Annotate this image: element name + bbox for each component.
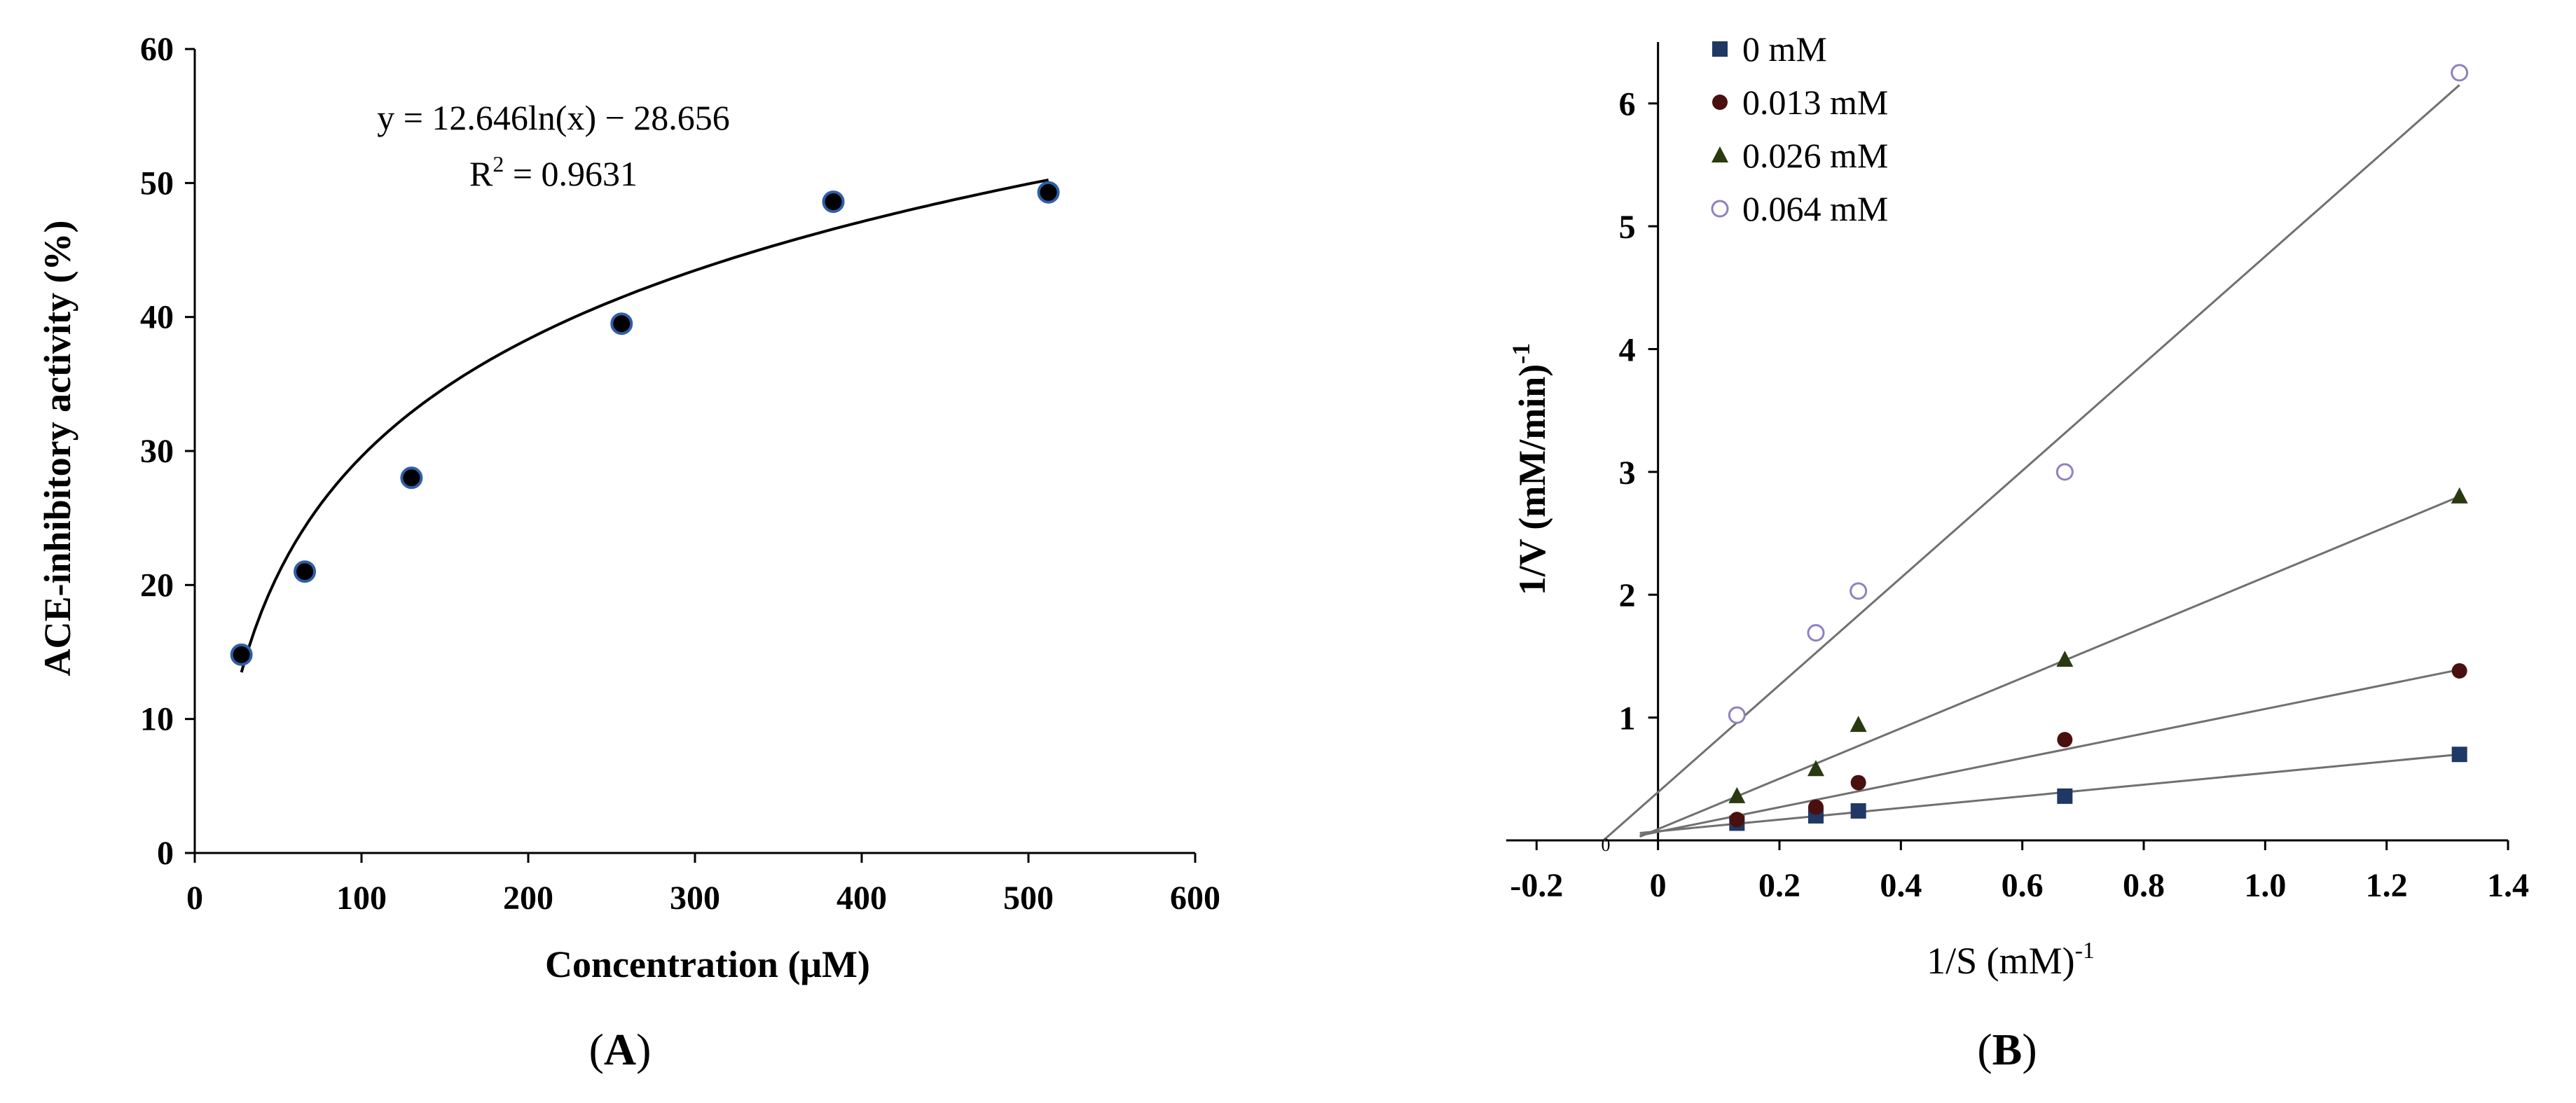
chart-panel-b: -0.2 0 0.2 0.4 0.6 0.8 1.0 1.2 1.4 1 2 3 4 5 6 0 mM 0.0… [1506,29,2529,1074]
data-point [610,312,633,335]
x-tick-label: 1.2 [2366,867,2408,904]
data-point [400,466,423,490]
x-axis-label-b-sup: -1 [2075,938,2095,964]
r-squared-sup: 2 [493,151,504,176]
r-squared: R2 = 0.9631 [469,151,638,193]
data-point [1850,775,1866,791]
legend-label: 0.064 mM [1742,189,1888,228]
x-tick-label: 0 [1650,867,1667,904]
r-squared-label: R [469,154,493,193]
fit-line [1639,753,2460,834]
fit-line [1602,84,2460,842]
data-point [2451,663,2467,679]
legend-label: 0.026 mM [1742,136,1888,175]
x-tick-label: 600 [1170,880,1220,917]
x-tick-label: 0 [186,880,203,917]
x-tick-label: 0.4 [1880,867,1922,904]
data-point [1728,786,1746,803]
y-tick-label: 6 [1619,86,1636,123]
x-tick-label: 200 [503,880,553,917]
legend: 0 mM 0.013 mM 0.026 mM 0.064 mM [1711,29,1888,228]
y-tick-label: 40 [140,299,174,336]
data-point [230,643,253,666]
panel-letter-a: A [604,1025,636,1074]
x-axis-label-b-text: 1/S (mM) [1927,940,2075,982]
data-point [1037,181,1060,204]
y-tick-label: 0 [157,835,174,872]
y-axis-label-b: 1/V (mM/min)-1 [1507,343,1553,595]
origin-label: 0 [1602,835,1611,855]
data-point [1729,812,1745,828]
data-point [1808,799,1824,815]
legend-label: 0.013 mM [1742,83,1888,122]
legend-marker [1712,95,1728,110]
x-tick-label: 300 [670,880,720,917]
data-point [1807,624,1825,642]
data-point [1850,716,1867,733]
data-point [2056,651,2074,667]
data-point [1850,803,1866,819]
log-fit-curve [240,178,1049,673]
data-point [2451,64,2469,82]
data-point [2451,747,2467,763]
y-tick-label: 4 [1619,331,1636,368]
chart-panel-a: 0 100 200 300 400 500 600 0 10 20 30 40 50 60 y = 12.… [36,31,1220,1074]
fit-line [1639,495,2460,838]
fit-lines-b [1602,84,2460,842]
data-points-b [1728,64,2469,831]
y-tick-label: 50 [140,165,174,202]
x-tick-label: 0.2 [1758,867,1800,904]
data-point [2057,788,2073,804]
fit-equation: y = 12.646ln(x) − 28.656 [377,98,730,137]
data-point [1850,582,1868,600]
y-tick-label: 1 [1619,700,1636,737]
data-point [2057,732,2073,748]
panel-letter-b: B [1992,1025,2023,1074]
x-tick-label: -0.2 [1510,867,1563,904]
ticks-a: 0 100 200 300 400 500 600 0 10 20 30 40 50 60 [140,31,1220,917]
data-point [294,560,317,583]
y-tick-label: 30 [140,433,174,470]
y-axis-label-b-text: 1/V (mM/min) [1511,364,1553,595]
fit-line [1639,668,2460,837]
y-tick-label: 10 [140,701,174,738]
legend-marker [1712,41,1728,57]
data-point [2451,487,2468,504]
data-point [1807,760,1824,777]
y-tick-label: 3 [1619,455,1636,492]
y-tick-label: 60 [140,31,174,68]
x-tick-label: 0.8 [2123,867,2165,904]
r-squared-value: = 0.9631 [504,154,638,193]
y-tick-label: 20 [140,567,174,604]
panel-label-b: (B) [1977,1025,2037,1074]
y-tick-label: 2 [1619,577,1636,614]
x-axis-label-b: 1/S (mM)-1 [1927,938,2095,982]
x-tick-label: 0.6 [2002,867,2044,904]
y-axis-label-b-sup: -1 [1507,343,1535,364]
axes-a [193,49,1195,854]
x-tick-label: 500 [1003,880,1054,917]
ticks-b: -0.2 0 0.2 0.4 0.6 0.8 1.0 1.2 1.4 1 2 3 4 5 6 [1510,86,2529,904]
y-axis-label-a: ACE-inhibitory activity (%) [36,221,78,677]
legend-label: 0 mM [1742,29,1827,69]
axes-b [1506,42,2508,842]
x-tick-label: 1.4 [2487,867,2529,904]
data-point [1728,706,1746,724]
data-point [2055,463,2074,481]
x-tick-label: 1.0 [2244,867,2286,904]
data-points-a [230,181,1060,666]
data-point [822,190,845,214]
panel-label-a: (A) [589,1025,652,1074]
x-tick-label: 400 [836,880,887,917]
legend-marker [1711,200,1729,218]
y-tick-label: 5 [1619,209,1636,246]
x-tick-label: 100 [336,880,387,917]
legend-marker [1711,146,1728,162]
x-axis-label-a: Concentration (μM) [545,943,870,985]
